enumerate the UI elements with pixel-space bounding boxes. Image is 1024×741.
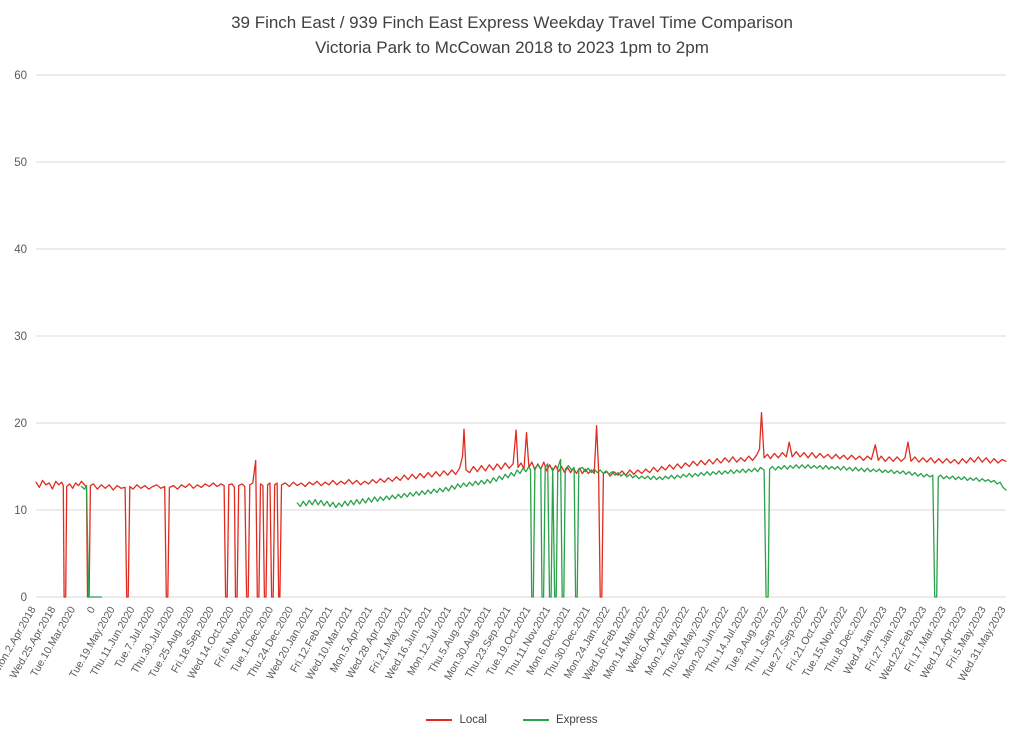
series-line-express-1 xyxy=(296,458,1007,598)
y-axis-label: 40 xyxy=(14,244,27,256)
series-line-local-0 xyxy=(35,411,1007,598)
y-axis-label: 50 xyxy=(14,157,27,169)
legend-label-express: Express xyxy=(555,714,598,726)
chart-title: 39 Finch East / 939 Finch East Express W… xyxy=(231,13,793,32)
y-axis-label: 0 xyxy=(21,592,27,604)
legend-line-swatch-local xyxy=(426,719,453,721)
series-line-express-0 xyxy=(80,484,102,598)
y-axis-label: 30 xyxy=(14,331,27,343)
legend-item-express: Express xyxy=(522,714,598,726)
chart-subtitle: Victoria Park to McCowan 2018 to 2023 1p… xyxy=(315,38,709,57)
title-block: 39 Finch East / 939 Finch East Express W… xyxy=(0,10,1024,60)
chart-legend: Local Express xyxy=(0,714,1024,726)
legend-label-local: Local xyxy=(459,714,487,726)
y-axis-label: 10 xyxy=(14,505,27,517)
y-axis-label: 20 xyxy=(14,418,27,430)
legend-line-swatch-express xyxy=(522,719,549,721)
legend-item-local: Local xyxy=(426,714,487,726)
x-axis-label: 0 xyxy=(85,604,98,615)
y-axis-label: 60 xyxy=(14,70,27,82)
